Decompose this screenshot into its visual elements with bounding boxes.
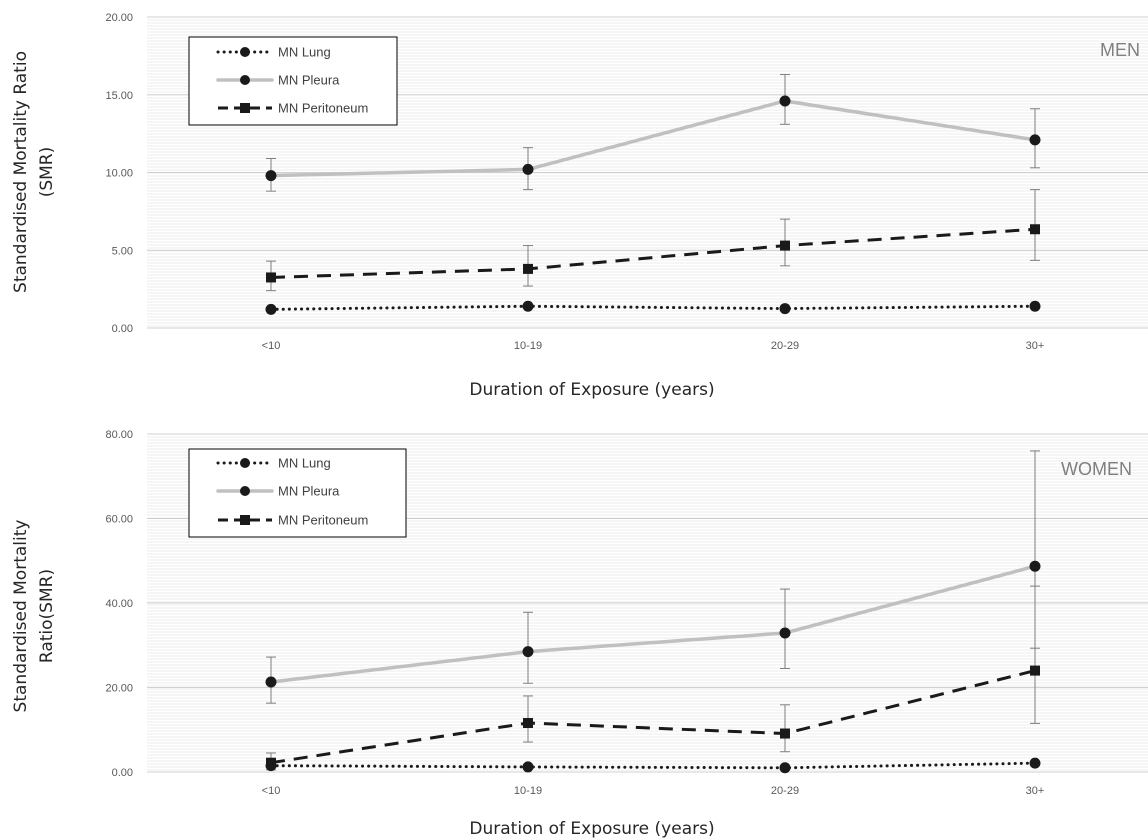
series-mn-lung [265,757,1041,774]
legend-swatch-marker [240,47,250,57]
legend: MN Lung MN Pleura MN Peritoneum [188,36,398,126]
data-point [779,762,791,774]
data-point [523,263,533,274]
y-axis-title: Ratio(SMR) [37,569,57,663]
x-tick-label: 30+ [1026,340,1045,352]
y-tick-label: 0.00 [112,767,133,779]
y-tick-label: 20.00 [105,12,133,24]
data-point [779,627,791,639]
data-point [1030,665,1040,676]
series-mn-peritoneum [266,189,1040,292]
panel-label: MEN [1100,40,1140,60]
legend-swatch-marker [240,75,250,85]
series-line [269,564,1037,684]
chart-panel-men: 0.00 5.00 10.00 15.00 20.00 <10 10-19 20-29 30+ D… [11,12,1148,400]
data-point [266,272,276,283]
legend-entry: MN Peritoneum [278,513,368,528]
data-point [265,170,277,182]
x-axis-title: Duration of Exposure (years) [469,380,714,400]
y-tick-label: 20.00 [105,683,133,695]
series-line [269,99,1037,178]
data-point [1029,300,1041,312]
data-point [522,646,534,658]
x-axis-title: Duration of Exposure (years) [469,819,714,839]
data-point [265,676,277,688]
series-mn-pleura [265,74,1041,192]
data-point [522,761,534,773]
legend-entry: MN Pleura [278,73,340,88]
data-point [780,240,790,251]
data-point [522,163,534,175]
x-tick-label: 30+ [1026,785,1045,797]
data-point [779,95,791,107]
x-tick-label: 20-29 [771,785,799,797]
data-point [523,717,533,728]
data-point [779,303,791,315]
legend-entry: MN Lung [278,456,331,471]
data-point [780,728,790,739]
data-point [1029,134,1041,146]
series-line [269,761,1037,770]
series-mn-lung [265,300,1041,315]
y-axis-title: Standardised Mortality Ratio [11,51,31,293]
data-point [1030,224,1040,235]
x-tick-label: 10-19 [514,785,542,797]
data-point [1029,757,1041,769]
panel-label: WOMEN [1061,459,1132,479]
data-point [265,760,277,772]
data-point [1029,560,1041,572]
legend-entry: MN Lung [278,45,331,60]
x-tick-label: <10 [262,785,281,797]
chart-panel-women: 0.00 20.00 40.00 60.00 80.00 <10 10-19 20-29 30+… [11,429,1148,839]
data-point [265,303,277,315]
y-tick-label: 10.00 [105,168,133,180]
legend-swatch-marker [240,103,250,113]
legend-swatch-marker [240,458,250,468]
x-tick-label: 10-19 [514,340,542,352]
y-tick-label: 0.00 [112,323,133,335]
series-line [270,669,1036,765]
y-axis-title: (SMR) [37,147,57,198]
x-tick-label: 20-29 [771,340,799,352]
x-tick-label: <10 [262,340,281,352]
series-line [269,304,1037,311]
y-tick-label: 5.00 [112,245,133,257]
y-tick-label: 80.00 [105,429,133,441]
legend-entry: MN Pleura [278,484,340,499]
data-point [522,300,534,312]
legend-swatch-marker [240,486,250,496]
y-tick-label: 40.00 [105,598,133,610]
legend-entry: MN Peritoneum [278,101,368,116]
series-line [270,227,1036,279]
y-axis-title: Standardised Mortality [11,520,31,713]
legend: MN Lung MN Pleura MN Peritoneum [188,448,407,538]
legend-swatch-marker [240,515,250,525]
y-tick-label: 60.00 [105,514,133,526]
y-tick-label: 15.00 [105,90,133,102]
